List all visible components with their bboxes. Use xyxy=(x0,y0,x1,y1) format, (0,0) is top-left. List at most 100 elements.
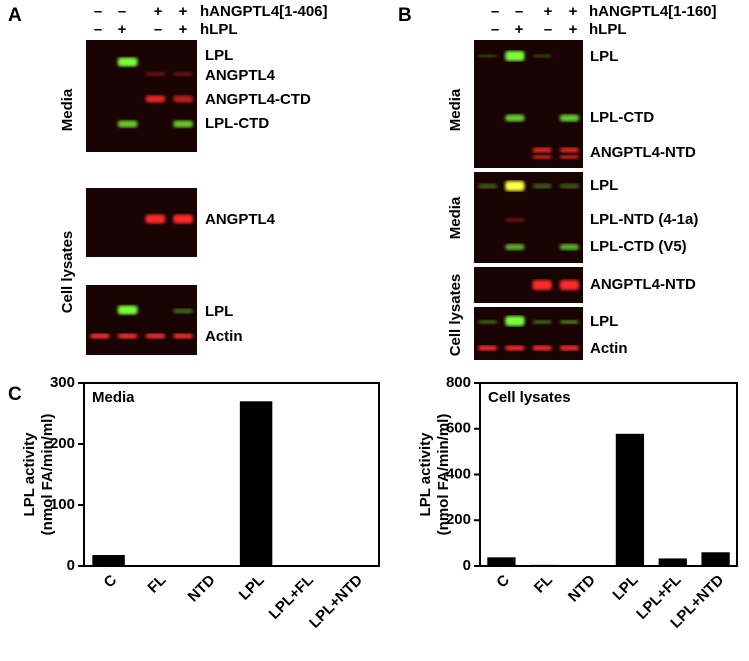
blot-band xyxy=(117,57,138,67)
y-axis-label: LPL activity xyxy=(21,432,38,517)
x-tick-label: LPL xyxy=(236,572,268,604)
bar xyxy=(92,555,125,566)
treatment-label: hANGPTL4[1-160] xyxy=(589,3,717,20)
blot-band xyxy=(173,72,193,76)
treatment-sign: – xyxy=(118,3,126,20)
treatment-sign: + xyxy=(154,3,163,20)
bar xyxy=(530,564,559,566)
blot-background xyxy=(474,307,583,360)
band-label: LPL-NTD (4-1a) xyxy=(590,211,698,228)
x-tick-label: C xyxy=(101,572,121,592)
treatment-sign: + xyxy=(515,21,524,38)
blot-band xyxy=(505,51,525,61)
blot-band xyxy=(505,345,525,351)
band-label: LPL xyxy=(590,313,618,330)
y-axis-label: LPL activity xyxy=(417,432,434,517)
blot-band xyxy=(173,333,193,339)
bar xyxy=(289,565,322,567)
treatment-label: hLPL xyxy=(589,21,627,38)
blot-band xyxy=(505,181,525,191)
blot-band xyxy=(559,114,579,122)
y-axis-label: (nmol FA/min/ml) xyxy=(435,414,452,536)
bar xyxy=(701,552,730,566)
x-tick-label: NTD xyxy=(565,571,599,605)
band-label: LPL xyxy=(590,48,618,65)
treatment-sign: – xyxy=(154,21,162,38)
y-tick-label: 0 xyxy=(67,557,75,574)
blot-side-label: Media xyxy=(447,88,464,131)
treatment-sign: + xyxy=(179,21,188,38)
blot-band xyxy=(505,218,525,222)
blot-band xyxy=(173,95,193,103)
blot-band xyxy=(145,72,166,76)
x-tick-label: FL xyxy=(531,572,556,597)
bar xyxy=(658,558,687,566)
blot-band xyxy=(478,320,498,324)
blot-side-label: Media xyxy=(59,88,76,131)
band-label: ANGPTL4-NTD xyxy=(590,144,696,161)
bar xyxy=(615,433,645,566)
band-label: ANGPTL4-CTD xyxy=(205,91,311,108)
blot-band xyxy=(478,345,498,351)
bar xyxy=(141,565,174,567)
panel-label: A xyxy=(8,5,22,26)
x-tick-label: LPL+NTD xyxy=(306,571,366,631)
band-label: LPL-CTD xyxy=(590,109,654,126)
band-label: LPL-CTD xyxy=(205,115,269,132)
x-tick-label: C xyxy=(493,572,513,592)
blot-band xyxy=(532,147,552,153)
bar xyxy=(239,401,273,566)
treatment-sign: + xyxy=(569,21,578,38)
plot-frame xyxy=(479,382,738,567)
blot-band xyxy=(559,155,579,159)
y-tick-label: 200 xyxy=(50,435,75,452)
treatment-sign: + xyxy=(118,21,127,38)
y-axis-label: (nmol FA/min/ml) xyxy=(39,414,56,536)
y-tick-label: 300 xyxy=(50,374,75,391)
y-tick-label: 0 xyxy=(463,557,471,574)
x-tick-label: FL xyxy=(144,572,169,597)
band-label: LPL xyxy=(205,47,233,64)
blot-background xyxy=(86,285,197,355)
blot-band xyxy=(532,155,552,159)
blot-band xyxy=(559,244,579,250)
treatment-sign: – xyxy=(491,3,499,20)
band-label: ANGPTL4-NTD xyxy=(590,276,696,293)
western-blot xyxy=(474,40,583,168)
y-tick-label: 400 xyxy=(446,465,471,482)
blot-band xyxy=(559,280,579,290)
treatment-sign: + xyxy=(179,3,188,20)
blot-band xyxy=(532,280,552,290)
x-tick-label: NTD xyxy=(185,571,219,605)
plot-frame xyxy=(83,382,380,567)
blot-band xyxy=(173,308,193,314)
blot-band xyxy=(559,183,579,189)
bar xyxy=(572,565,602,567)
blot-side-label: Media xyxy=(447,196,464,239)
blot-band xyxy=(117,120,138,128)
blot-band xyxy=(532,320,552,324)
bar xyxy=(338,565,371,567)
blot-band xyxy=(532,183,552,189)
western-blot xyxy=(86,285,197,355)
treatment-label: hANGPTL4[1-406] xyxy=(200,3,328,20)
treatment-sign: + xyxy=(569,3,578,20)
blot-band xyxy=(478,54,498,58)
western-blot xyxy=(474,307,583,360)
y-tick-label: 200 xyxy=(446,511,471,528)
western-blot xyxy=(474,267,583,303)
blot-band xyxy=(478,183,498,189)
band-label: LPL xyxy=(205,303,233,320)
treatment-sign: – xyxy=(94,3,102,20)
blot-band xyxy=(505,114,525,122)
blot-band xyxy=(173,214,193,224)
blot-band xyxy=(145,333,166,339)
treatment-sign: – xyxy=(515,3,523,20)
blot-band xyxy=(532,345,552,351)
bar xyxy=(190,565,224,567)
blot-side-label: Cell lysates xyxy=(59,231,76,314)
band-label: ANGPTL4 xyxy=(205,211,276,228)
western-blot xyxy=(86,40,197,152)
treatment-sign: – xyxy=(491,21,499,38)
blot-band xyxy=(559,147,579,153)
